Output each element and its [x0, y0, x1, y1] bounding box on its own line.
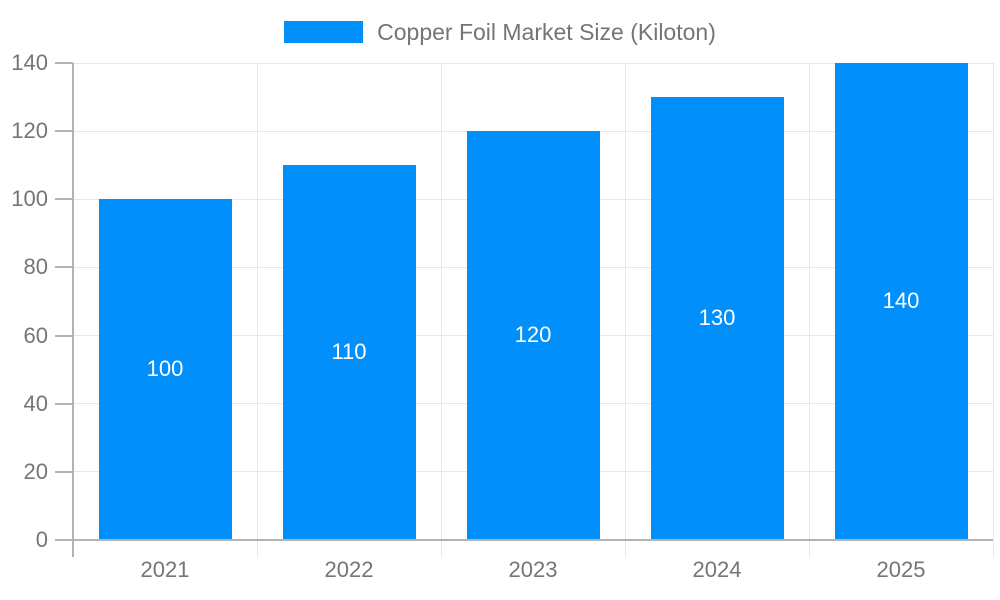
- bar-value-label: 140: [882, 288, 920, 313]
- gridline-vertical: [256, 63, 258, 557]
- bar[interactable]: 120: [466, 131, 600, 539]
- y-axis-tick: [55, 402, 73, 405]
- y-tick-label: 100: [11, 186, 48, 212]
- gridline-vertical: [808, 63, 810, 557]
- x-tick-label: 2023: [508, 557, 558, 582]
- y-axis-tick: [55, 198, 73, 201]
- y-axis-tick: [55, 334, 73, 337]
- x-tick-label: 2025: [876, 557, 926, 582]
- bar-value-label: 100: [146, 356, 184, 382]
- y-axis-tick: [55, 62, 73, 64]
- y-tick-label: 0: [35, 527, 48, 552]
- gridline-vertical: [992, 63, 994, 557]
- gridline-vertical: [440, 63, 442, 557]
- x-tick-label: 2024: [692, 557, 742, 582]
- bar[interactable]: 130: [650, 97, 784, 539]
- y-axis-line: [72, 63, 74, 557]
- bar-value-label: 120: [514, 322, 552, 348]
- x-tick-label: 2021: [140, 557, 190, 582]
- x-tick-label: 2022: [324, 557, 374, 582]
- y-axis-tick: [55, 130, 73, 133]
- bar-value-label: 130: [698, 305, 736, 331]
- legend-color-swatch: [284, 21, 364, 43]
- bar[interactable]: 110: [282, 165, 416, 539]
- y-axis-tick: [55, 470, 73, 473]
- x-axis-line: [73, 539, 993, 541]
- bar[interactable]: 100: [98, 199, 232, 539]
- y-tick-label: 120: [11, 118, 48, 144]
- y-tick-label: 140: [11, 50, 48, 75]
- legend-label: Copper Foil Market Size (Kiloton): [377, 19, 716, 45]
- gridline-vertical: [624, 63, 626, 557]
- y-axis-tick: [55, 539, 73, 541]
- bar[interactable]: 140: [834, 63, 968, 539]
- gridline-horizontal: [73, 62, 993, 64]
- bar-value-label: 110: [331, 339, 367, 365]
- y-tick-label: 20: [23, 458, 48, 484]
- y-tick-label: 40: [23, 390, 48, 416]
- y-tick-label: 80: [23, 254, 48, 280]
- chart-legend[interactable]: Copper Foil Market Size (Kiloton): [0, 20, 1000, 44]
- y-axis-tick: [55, 266, 73, 269]
- y-tick-label: 60: [23, 322, 48, 348]
